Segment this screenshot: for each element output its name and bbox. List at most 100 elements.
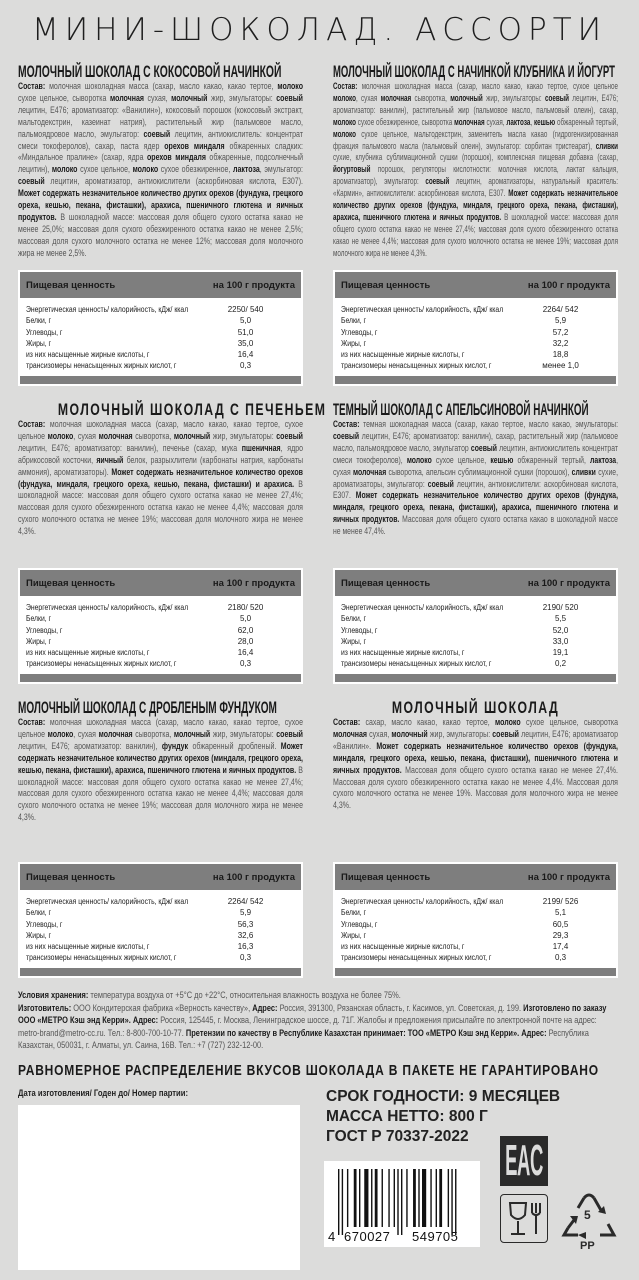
bold-text: молоко (47, 430, 74, 441)
nutrition-header-per: на 100 г продукта (212, 577, 295, 589)
bold-text: молочный (173, 728, 211, 739)
bold-text: соевый (544, 92, 569, 103)
nutrition-row: Энергетическая ценность/ калорийность, к… (26, 304, 295, 315)
bold-text: сливки (571, 466, 596, 477)
nutrition-row: Белки, г 5,0 (26, 613, 295, 624)
bold-text: соевый (276, 728, 304, 739)
nutrition-value: 32,6 (237, 930, 254, 940)
bold-text: соевый (276, 430, 304, 441)
text: В шоколадной массе: массовая доля общего… (18, 478, 303, 537)
nutrition-label: Энергетическая ценность/ калорийность, к… (341, 897, 504, 906)
nutrition-label: Энергетическая ценность/ калорийность, к… (26, 897, 189, 906)
text: сухое цельное, мальтодекстрин, заменител… (333, 128, 618, 151)
nutrition-row: Энергетическая ценность/ калорийность, к… (26, 602, 295, 613)
nutrition-table: Пищевая ценность на 100 г продукта Энерг… (333, 862, 618, 978)
shelf-life: СРОК ГОДНОСТИ: 9 МЕСЯЦЕВ (326, 1088, 561, 1105)
nutrition-header-label: Пищевая ценность (341, 871, 431, 883)
nutrition-label: трансизомеры ненасыщенных жирных кислот,… (26, 953, 177, 963)
text: Россия, 125445, г. Москва, Ленинградское… (18, 1015, 597, 1038)
barcode-bar (346, 1169, 349, 1227)
nutrition-label: трансизомеры ненасыщенных жирных кислот,… (341, 953, 492, 963)
text: лецитин, Е476; ароматизатор: «Ванилин»),… (18, 104, 303, 139)
nutrition-row: Жиры, г 35,0 (26, 338, 295, 349)
nutrition-row: Белки, г 5,9 (341, 315, 610, 326)
food-contact-icon (500, 1194, 548, 1243)
nutrition-label: Углеводы, г (341, 919, 378, 929)
nutrition-value: 29,3 (552, 930, 569, 940)
composition-text: Состав: молочная шоколадная масса (сахар… (18, 81, 303, 260)
nutrition-value: 16,3 (237, 942, 254, 952)
nutrition-value: 60,5 (552, 919, 569, 929)
nutrition-row: Энергетическая ценность/ калорийность, к… (341, 602, 610, 613)
bold-text: соевый (425, 176, 450, 187)
product-section: МОЛОЧНЫЙ ШОКОЛАД С НАЧИНКОЙ КЛУБНИКА И Й… (333, 62, 618, 260)
bold-text: сливки (595, 140, 618, 151)
barcode-bar (388, 1169, 390, 1227)
nutrition-label: из них насыщенные жирные кислоты, г (341, 350, 465, 360)
composition-text: Состав: молочная шоколадная масса (сахар… (18, 419, 303, 538)
bold-text: лактоза (590, 454, 617, 465)
product-section: ТЕМНЫЙ ШОКОЛАД С АПЕЛЬСИНОВОЙ НАЧИНКОЙ Со… (333, 400, 618, 538)
nutrition-footer-bar (335, 967, 616, 976)
text: сыворотка, апельсин сублимационной сушки… (386, 466, 572, 477)
nutrition-value: 0,3 (239, 659, 252, 669)
text: Массовая доля общего сухого остатка кака… (333, 764, 618, 811)
barcode-bar (374, 1169, 378, 1227)
text: В шоколадной массе: массовая доля общего… (18, 211, 303, 258)
barcode-bar (381, 1169, 383, 1227)
barcode-bar (393, 1169, 395, 1227)
bold-text: молочный (450, 92, 483, 103)
bold-text: молочная (380, 92, 412, 103)
nutrition-header: Пищевая ценность на 100 г продукта (20, 864, 301, 890)
nutrition-row: Углеводы, г 62,0 (26, 625, 295, 636)
nutrition-label: Энергетическая ценность/ калорийность, к… (341, 305, 504, 314)
nutrition-header: Пищевая ценность на 100 г продукта (335, 272, 616, 298)
nutrition-table: Пищевая ценность на 100 г продукта Энерг… (18, 862, 303, 978)
text: сахар, масло какао, какао тертое, (360, 717, 496, 727)
nutrition-label: трансизомеры ненасыщенных жирных кислот,… (26, 361, 177, 371)
bold-text: молоко (333, 116, 356, 127)
bold-text: Претензии по качеству в Республике Казах… (185, 1027, 547, 1038)
bold-text: орехов миндаля (164, 140, 225, 151)
nutrition-row: Белки, г 5,0 (26, 315, 295, 326)
barcode-bar (422, 1169, 427, 1227)
nutrition-header: Пищевая ценность на 100 г продукта (20, 272, 301, 298)
barcode-bar (338, 1169, 340, 1235)
bold-text: Состав: (333, 81, 358, 91)
barcode-digit-first: 4 (328, 1229, 336, 1244)
nutrition-row: Энергетическая ценность/ калорийность, к… (341, 304, 610, 315)
nutrition-value: 19,1 (552, 648, 569, 658)
nutrition-value: 5,5 (554, 614, 567, 624)
text: Россия, 391300, Рязанская область, г. Ка… (277, 1002, 524, 1013)
section-title: МОЛОЧНЫЙ ШОКОЛАД С КОКОСОВОЙ НАЧИНКОЙ (18, 62, 282, 81)
barcode-digits-right: 549705 (412, 1229, 459, 1244)
text: лецитин, ароматизаторы, натуральный крас… (333, 176, 618, 199)
nutrition-row: Энергетическая ценность/ калорийность, к… (26, 896, 295, 907)
nutrition-row: Энергетическая ценность/ калорийность, к… (341, 896, 610, 907)
nutrition-label: Энергетическая ценность/ калорийность, к… (26, 603, 189, 612)
bold-text: Условия хранения: (18, 990, 89, 1000)
bold-text: молочная (454, 116, 485, 127)
bold-text: молочная (98, 728, 133, 739)
text: сухая, (484, 116, 507, 127)
section-title: МОЛОЧНЫЙ ШОКОЛАД С НАЧИНКОЙ КЛУБНИКА И Й… (333, 62, 615, 81)
composition-text: Состав: сахар, масло какао, какао тертое… (333, 717, 618, 812)
text: жир, эмульгаторы: (210, 430, 277, 441)
section-title: МОЛОЧНЫЙ ШОКОЛАД С ПЕЧЕНЬЕМ (57, 400, 327, 419)
nutrition-row: трансизомеры ненасыщенных жирных кислот,… (341, 952, 610, 963)
nutrition-row: из них насыщенные жирные кислоты, г 16,4 (26, 647, 295, 658)
nutrition-value: 52,0 (552, 625, 569, 635)
recycling-icon: 5 PP (560, 1192, 618, 1254)
text: , сухая (333, 454, 618, 477)
bold-text: молоко (333, 92, 356, 103)
section-title: МОЛОЧНЫЙ ШОКОЛАД (391, 698, 560, 717)
nutrition-label: Жиры, г (26, 930, 52, 940)
nutrition-row: Жиры, г 32,2 (341, 338, 610, 349)
text: белок, разрыхлители (карбонаты натрия, к… (18, 454, 303, 477)
nutrition-row: трансизомеры ненасыщенных жирных кислот,… (26, 360, 295, 371)
bold-text: Состав: (333, 717, 361, 727)
bold-text: йогуртовый (333, 164, 371, 175)
nutrition-label: Жиры, г (26, 636, 52, 646)
text: сухая, (367, 728, 392, 739)
text: сухое цельное, сыворотка (520, 717, 618, 727)
